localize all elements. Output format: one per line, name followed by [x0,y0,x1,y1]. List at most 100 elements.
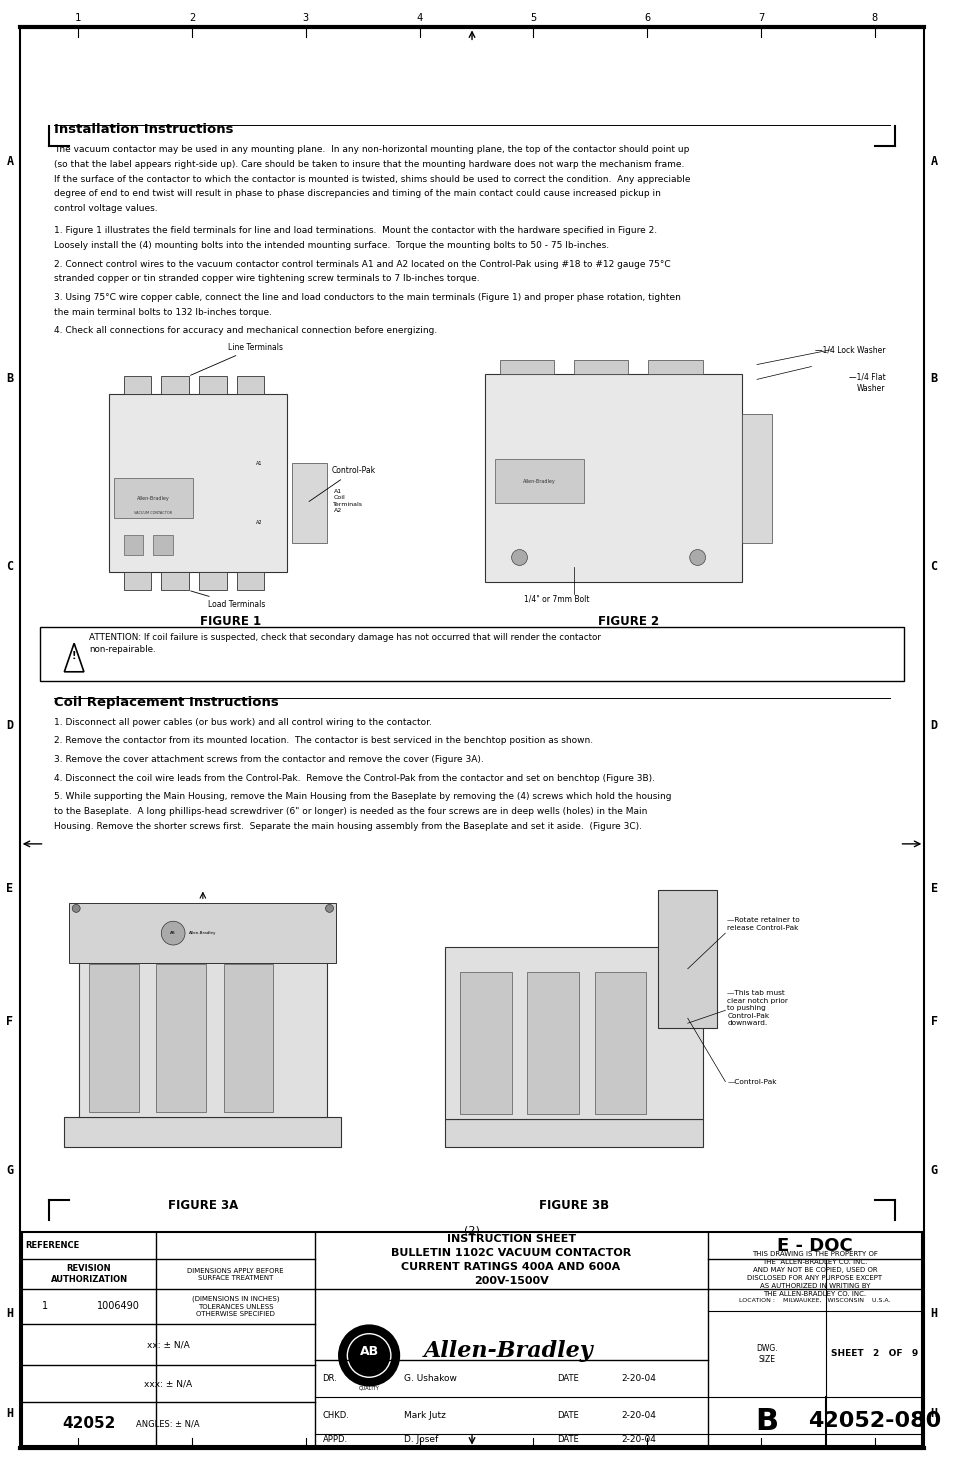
Bar [153,535,173,555]
Text: APPD.: APPD. [322,1435,347,1444]
Bar [223,963,273,1112]
Text: VACUUM CONTACTOR: VACUUM CONTACTOR [134,510,172,515]
Text: 3: 3 [302,13,309,22]
Text: B: B [929,372,937,385]
Text: G: G [929,1164,937,1177]
Text: Allen-Bradley: Allen-Bradley [189,931,216,935]
Text: Installation Instructions: Installation Instructions [54,124,233,137]
Text: xx: ± N/A: xx: ± N/A [147,1341,190,1350]
Text: xxx: ± N/A: xxx: ± N/A [144,1379,193,1388]
Text: 5: 5 [530,13,536,22]
Text: degree of end to end twist will result in phase to phase discrepancies and timin: degree of end to end twist will result i… [54,189,660,198]
Text: 1: 1 [41,1301,48,1311]
Text: 2: 2 [189,13,195,22]
Text: to the Baseplate.  A long phillips-head screwdriver (6" or longer) is needed as : to the Baseplate. A long phillips-head s… [54,807,647,816]
Text: 2-20-04: 2-20-04 [620,1375,656,1384]
Text: E: E [929,882,937,895]
Text: F: F [7,1015,13,1028]
Text: 3. Remove the cover attachment screws from the contactor and remove the cover (F: 3. Remove the cover attachment screws fr… [54,755,484,764]
Text: FIGURE 3B: FIGURE 3B [538,1199,608,1212]
Bar [236,572,264,590]
Text: FIGURE 2: FIGURE 2 [598,615,659,628]
Text: LOCATION :    MILWAUKEE,   WISCONSIN    U.S.A.: LOCATION : MILWAUKEE, WISCONSIN U.S.A. [739,1298,890,1302]
Text: DATE: DATE [557,1375,578,1384]
Text: Line Terminals: Line Terminals [191,342,282,375]
Text: A: A [929,155,937,168]
Bar [594,972,645,1114]
Text: B: B [7,372,13,385]
Text: !: ! [71,650,76,661]
Polygon shape [64,643,84,671]
Text: —This tab must
clear notch prior
to pushing
Control-Pak
downward.: —This tab must clear notch prior to push… [726,990,787,1027]
Circle shape [511,550,527,565]
Bar [484,375,741,583]
Text: —1/4 Lock Washer: —1/4 Lock Washer [814,345,884,354]
Text: H: H [929,1307,937,1320]
Text: FIGURE 1: FIGURE 1 [199,615,260,628]
Bar [113,478,193,518]
Text: A2: A2 [255,521,262,525]
Text: THIS DRAWING IS THE PROPERTY OF
THE  ALLEN-BRADLEY CO. INC.
AND MAY NOT BE COPIE: THIS DRAWING IS THE PROPERTY OF THE ALLE… [746,1251,882,1298]
Text: (DIMENSIONS IN INCHES)
TOLERANCES UNLESS
OTHERWISE SPECIFIED: (DIMENSIONS IN INCHES) TOLERANCES UNLESS… [192,1295,279,1317]
Text: Housing. Remove the shorter screws first.  Separate the main housing assembly fr: Housing. Remove the shorter screws first… [54,822,641,830]
Text: control voltage values.: control voltage values. [54,204,158,212]
Text: D: D [7,718,13,732]
Bar [39,627,903,681]
Circle shape [347,1333,391,1378]
Bar [198,572,227,590]
Bar [124,572,152,590]
Text: 4. Check all connections for accuracy and mechanical connection before energizin: 4. Check all connections for accuracy an… [54,326,437,335]
Text: —Control-Pak: —Control-Pak [726,1078,776,1084]
Text: 42052: 42052 [62,1416,115,1431]
Text: E: E [7,882,13,895]
Text: B: B [755,1407,778,1435]
Bar [658,889,717,1028]
Text: 5. While supporting the Main Housing, remove the Main Housing from the Baseplate: 5. While supporting the Main Housing, re… [54,792,671,801]
Bar [459,972,511,1114]
Text: 2-20-04: 2-20-04 [620,1412,656,1420]
Text: 1. Disconnect all power cables (or bus work) and all control wiring to the conta: 1. Disconnect all power cables (or bus w… [54,718,432,727]
Text: Allen-Bradley: Allen-Bradley [522,479,555,484]
Text: the main terminal bolts to 132 lb-inches torque.: the main terminal bolts to 132 lb-inches… [54,307,273,317]
Bar [70,904,336,963]
Text: INSTRUCTION SHEET
BULLETIN 1102C VACUUM CONTACTOR
CURRENT RATINGS 400A AND 600A
: INSTRUCTION SHEET BULLETIN 1102C VACUUM … [391,1235,631,1286]
Text: A1: A1 [255,462,262,466]
Text: DATE: DATE [557,1435,578,1444]
Text: DR.: DR. [322,1375,337,1384]
Bar [156,963,206,1112]
Text: 1: 1 [75,13,81,22]
Text: SHEET   2   OF   9: SHEET 2 OF 9 [830,1350,917,1358]
Text: REFERENCE: REFERENCE [26,1240,80,1251]
Bar [64,1117,341,1148]
Text: stranded copper or tin stranded copper wire tightening screw terminals to 7 lb-i: stranded copper or tin stranded copper w… [54,274,479,283]
Bar [292,463,326,543]
Bar [161,572,189,590]
Text: 1/4" or 7mm Bolt: 1/4" or 7mm Bolt [524,594,589,603]
Text: (2): (2) [463,1226,479,1236]
Text: REVISION
AUTHORIZATION: REVISION AUTHORIZATION [51,1264,128,1285]
Text: 4. Disconnect the coil wire leads from the Control-Pak.  Remove the Control-Pak : 4. Disconnect the coil wire leads from t… [54,773,655,783]
Circle shape [689,550,705,565]
Bar [22,1232,922,1446]
Text: Coil Replacement Instructions: Coil Replacement Instructions [54,696,279,709]
Circle shape [325,904,334,913]
Text: A1
Coil
Terminals
A2: A1 Coil Terminals A2 [334,488,363,513]
Bar [124,535,143,555]
Bar [574,360,628,375]
Bar [236,376,264,394]
Bar [741,414,771,543]
Text: Allen-Bradley: Allen-Bradley [137,496,170,500]
Text: G. Ushakow: G. Ushakow [403,1375,456,1384]
Bar [445,947,701,1120]
Text: —1/4 Flat
Washer: —1/4 Flat Washer [848,373,884,392]
Text: QUALITY: QUALITY [358,1385,379,1389]
Text: The vacuum contactor may be used in any mounting plane.  In any non-horizontal m: The vacuum contactor may be used in any … [54,145,689,155]
Text: A: A [7,155,13,168]
Text: AB: AB [171,931,176,935]
Bar [109,394,287,572]
Text: ATTENTION: If coil failure is suspected, check that secondary damage has not occ: ATTENTION: If coil failure is suspected,… [89,633,600,653]
Text: 3. Using 75°C wire copper cable, connect the line and load conductors to the mai: 3. Using 75°C wire copper cable, connect… [54,294,680,302]
Text: Allen-Bradley: Allen-Bradley [423,1339,593,1361]
Text: E - DOC: E - DOC [776,1236,852,1255]
Text: 1006490: 1006490 [97,1301,140,1311]
